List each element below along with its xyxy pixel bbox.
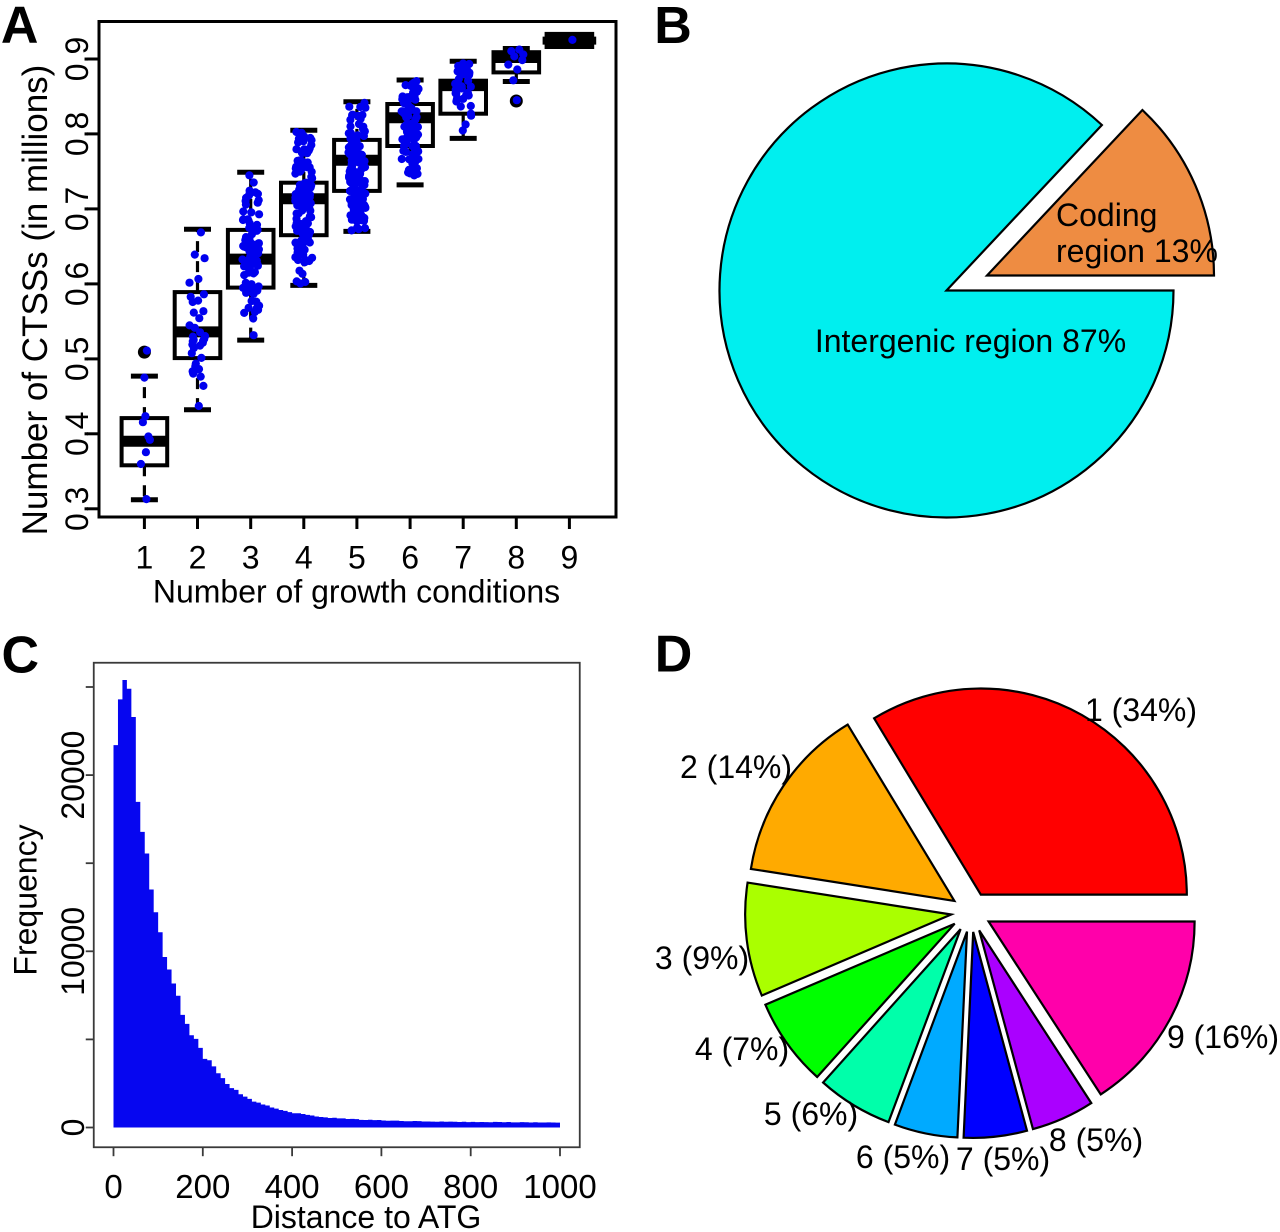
svg-text:0.7: 0.7 — [59, 187, 95, 231]
svg-text:Number of CTSSs (in millions): Number of CTSSs (in millions) — [16, 65, 55, 536]
svg-text:6 (5%): 6 (5%) — [856, 1139, 950, 1175]
svg-text:600: 600 — [354, 1168, 409, 1205]
svg-text:9 (16%): 9 (16%) — [1167, 1019, 1279, 1055]
svg-text:5: 5 — [348, 540, 366, 576]
svg-text:2 (14%): 2 (14%) — [680, 749, 792, 785]
svg-text:1000: 1000 — [523, 1168, 596, 1205]
svg-text:0.8: 0.8 — [59, 112, 95, 156]
svg-text:Coding: Coding — [1056, 197, 1157, 233]
svg-text:400: 400 — [265, 1168, 320, 1205]
svg-text:Distance to ATG: Distance to ATG — [251, 1199, 482, 1232]
svg-text:10000: 10000 — [55, 907, 91, 996]
svg-text:A: A — [1, 0, 39, 55]
svg-text:800: 800 — [443, 1168, 498, 1205]
svg-text:3: 3 — [242, 540, 260, 576]
svg-text:D: D — [655, 626, 693, 684]
svg-text:Number of growth conditions: Number of growth conditions — [153, 574, 560, 610]
svg-text:8: 8 — [507, 540, 525, 576]
svg-text:B: B — [654, 0, 692, 55]
svg-text:20000: 20000 — [55, 731, 91, 820]
svg-text:Intergenic region 87%: Intergenic region 87% — [815, 323, 1126, 359]
svg-text:8 (5%): 8 (5%) — [1049, 1122, 1143, 1158]
svg-text:7 (5%): 7 (5%) — [956, 1141, 1050, 1177]
svg-text:0: 0 — [104, 1168, 122, 1205]
svg-text:0.4: 0.4 — [59, 412, 95, 456]
svg-text:4: 4 — [295, 540, 313, 576]
svg-text:Frequency: Frequency — [8, 824, 44, 975]
svg-text:3 (9%): 3 (9%) — [655, 940, 749, 976]
svg-text:0.9: 0.9 — [59, 37, 95, 81]
svg-text:200: 200 — [175, 1168, 230, 1205]
svg-text:region 13%: region 13% — [1056, 233, 1218, 269]
svg-text:C: C — [2, 627, 40, 685]
svg-text:2: 2 — [189, 540, 207, 576]
svg-text:0: 0 — [55, 1119, 91, 1137]
svg-text:1: 1 — [136, 540, 154, 576]
svg-text:0.5: 0.5 — [59, 337, 95, 381]
svg-text:1 (34%): 1 (34%) — [1085, 692, 1197, 728]
svg-text:5 (6%): 5 (6%) — [764, 1096, 858, 1132]
svg-text:6: 6 — [401, 540, 419, 576]
svg-text:4 (7%): 4 (7%) — [695, 1031, 789, 1067]
svg-text:9: 9 — [561, 540, 579, 576]
svg-text:7: 7 — [454, 540, 472, 576]
svg-text:0.3: 0.3 — [59, 487, 95, 531]
svg-text:0.6: 0.6 — [59, 262, 95, 306]
